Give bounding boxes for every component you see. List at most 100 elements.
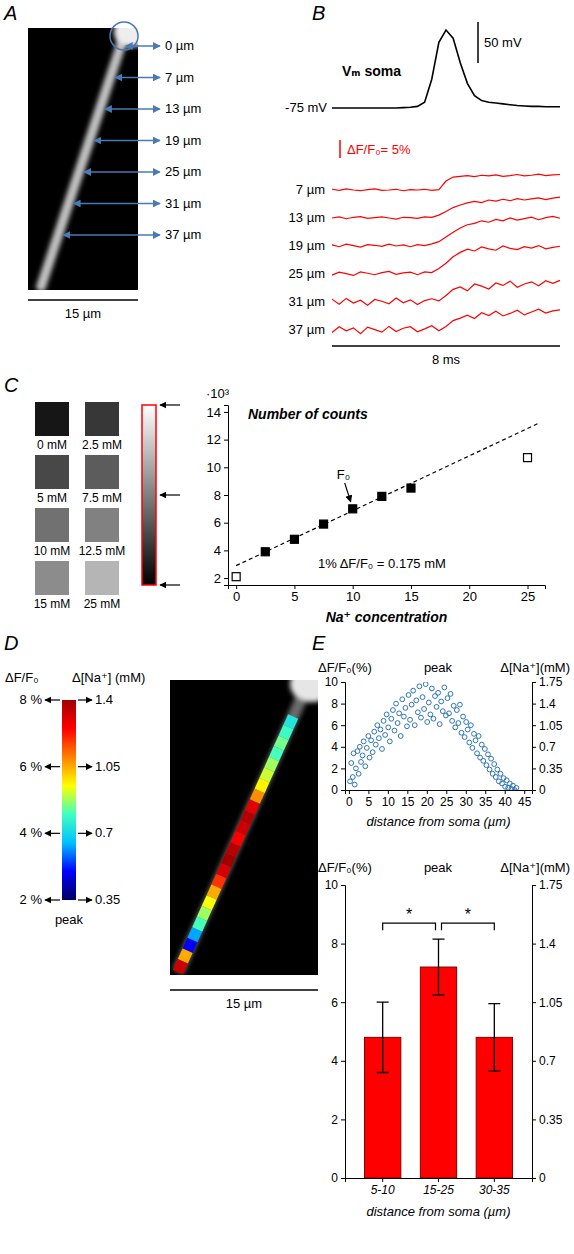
data-point (359, 760, 364, 765)
axis-line (533, 886, 537, 1179)
axis: 2468101214 (207, 405, 229, 586)
tick-label: 0 (331, 1171, 338, 1185)
tick-label: 6 (331, 996, 338, 1010)
tick-mark (341, 1002, 345, 1003)
data-point (408, 717, 413, 722)
axon (40, 36, 124, 290)
axis: 0246810 (325, 878, 346, 1185)
data-point (360, 753, 365, 758)
subtitle: peak (424, 660, 453, 675)
data-point (370, 750, 375, 755)
heat-cell (279, 738, 284, 749)
distance-label: 37 µm (165, 227, 201, 242)
tick: 0 (532, 1171, 546, 1185)
tick-mark (341, 725, 345, 726)
data-point (465, 727, 470, 732)
tick-label: 10 (207, 460, 221, 475)
data-point (423, 682, 428, 687)
tick: 1.4 (532, 937, 556, 951)
data-point (459, 730, 464, 735)
panel-letter: B (312, 2, 325, 24)
data-point (472, 731, 477, 736)
data-point (394, 701, 399, 706)
data-point (447, 711, 452, 716)
tick-mark (532, 725, 536, 726)
data-point (428, 712, 433, 717)
tick-mark (224, 440, 228, 441)
tick: 30 (460, 790, 474, 809)
data-point (397, 711, 402, 716)
tick: 1.05 (532, 996, 563, 1010)
tick: 5-10 (371, 1178, 395, 1197)
data-point (381, 718, 386, 723)
tick: 4 (214, 543, 228, 558)
tick-label: 2 (331, 762, 338, 776)
tick-mark (341, 1061, 345, 1062)
data-point (409, 702, 414, 707)
colorbar-arrow (160, 494, 180, 495)
data-point (456, 721, 461, 726)
tick-label: 8 % (20, 692, 43, 707)
tick: 30-35 (479, 1178, 510, 1197)
axis: 00.350.71.051.41.75 (532, 878, 563, 1185)
tick: 0 (331, 783, 345, 797)
data-point (467, 740, 472, 745)
tick-label: 1.4 (95, 692, 113, 707)
tick-label: 1.05 (95, 759, 120, 774)
tick-label: 0 (233, 589, 240, 604)
tick: 25 (521, 585, 535, 604)
tick-label: 0 (346, 795, 353, 809)
trace-label: 31 µm (289, 294, 325, 309)
fluorescence-trace (332, 197, 560, 219)
tick-mark (224, 550, 228, 551)
tick-label: 0 (539, 1171, 546, 1185)
colorbar-arrow (160, 404, 180, 405)
data-point (412, 723, 417, 728)
tick-label: 1.75 (539, 878, 563, 892)
heat-cell (231, 844, 236, 855)
data-point (454, 708, 459, 713)
data-point (468, 723, 473, 728)
tick-mark (341, 747, 345, 748)
significance-bracket (442, 923, 495, 930)
tick-mark (532, 1119, 536, 1120)
data-point (434, 704, 439, 709)
error-bar (377, 1002, 389, 1072)
plot-area (365, 939, 513, 1178)
tick: 45 (518, 790, 532, 809)
tick-mark (388, 790, 389, 794)
baseline-label: -75 mV (285, 100, 327, 115)
tick: 1.4 (532, 697, 556, 711)
data-point (403, 706, 408, 711)
tick: 14 (207, 405, 228, 420)
tick-mark (466, 790, 467, 794)
annotation: 1% ΔF/F₀ = 0.175 mM (318, 556, 446, 571)
colorbar-label: peak (55, 912, 84, 927)
tick-label: 4 (214, 543, 221, 558)
axis: 0510152025 (229, 585, 546, 604)
heat-cell (245, 812, 250, 823)
axis: 0246810 (325, 675, 346, 797)
tick-mark (341, 768, 345, 769)
tick: 1.75 (532, 878, 563, 892)
tick: 40 (499, 790, 513, 809)
tick-label: 15 (404, 589, 418, 604)
calibration-label: 5 mM (37, 491, 67, 505)
panel-letter: A (3, 2, 17, 24)
tick-label: 10 (325, 878, 339, 892)
data-point (380, 747, 385, 752)
tick: 1.75 (532, 675, 563, 689)
tick: 2 (331, 1113, 345, 1127)
data-point (372, 729, 377, 734)
data-point (376, 736, 381, 741)
trace-label: 13 µm (289, 210, 325, 225)
tick-label: 1.75 (539, 675, 563, 689)
data-point (495, 767, 500, 772)
fluorescence-trace (332, 216, 560, 247)
data-point (462, 735, 467, 740)
data-point (420, 695, 425, 700)
colorbar-tick (45, 833, 60, 834)
significance-bracket (383, 923, 436, 930)
trace-label: 19 µm (289, 238, 325, 253)
data-point (453, 725, 458, 730)
